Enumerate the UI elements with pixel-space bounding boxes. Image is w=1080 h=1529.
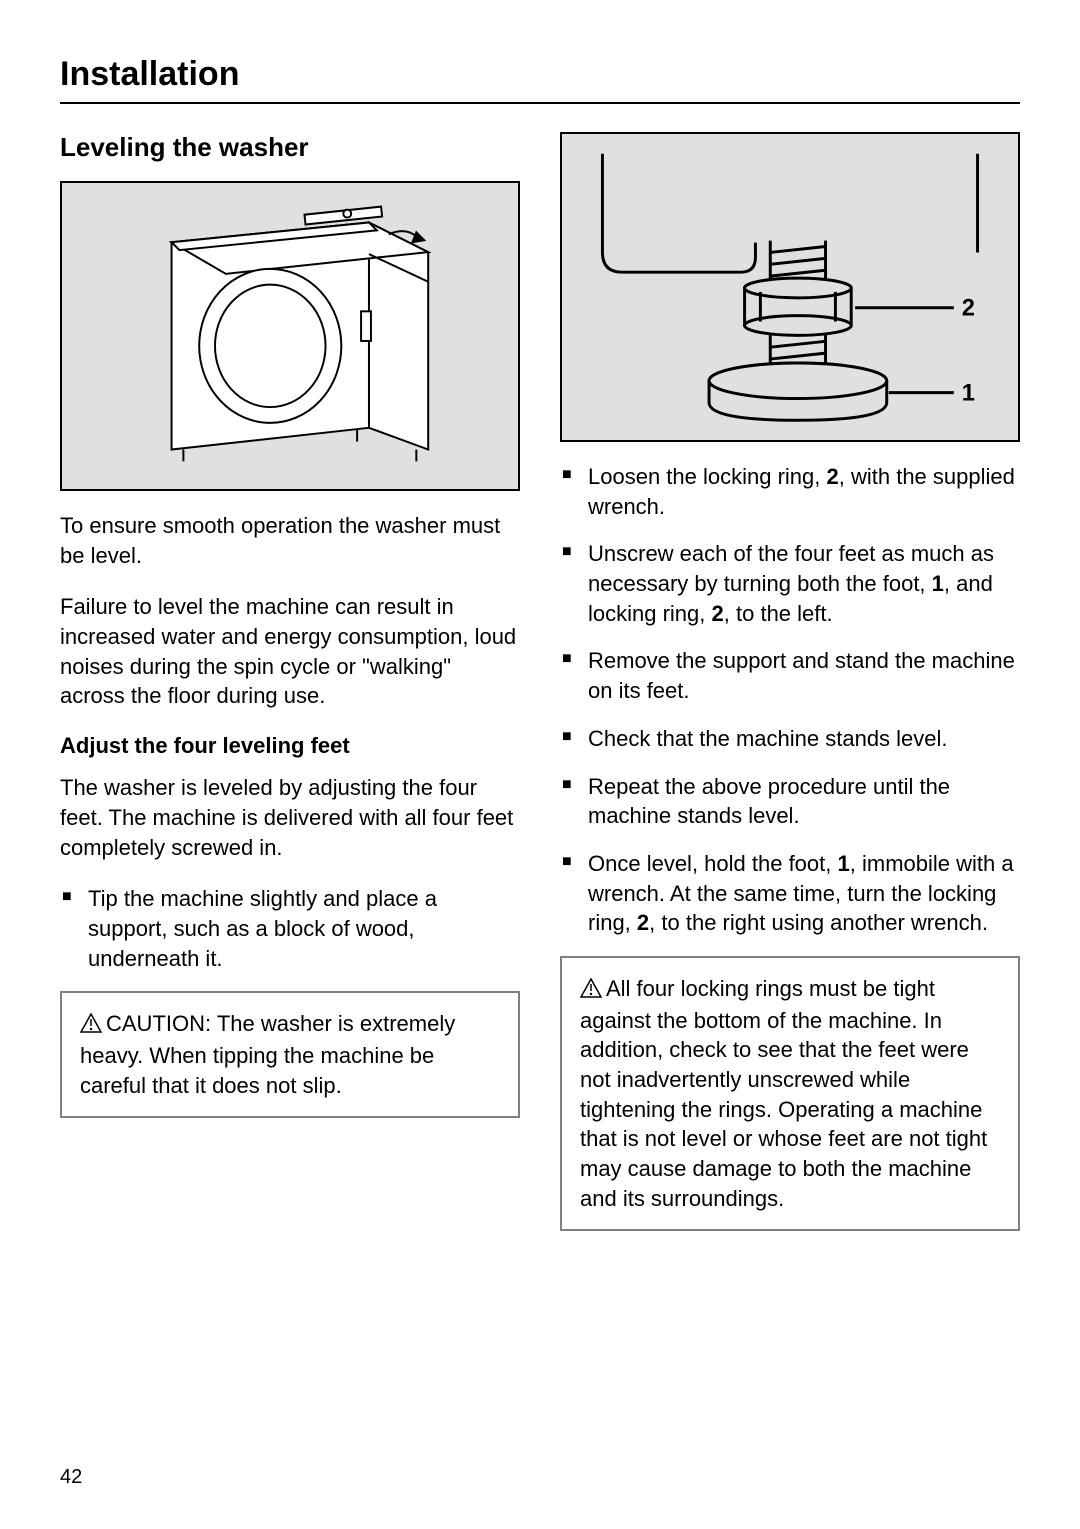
bullet-repeat: Repeat the above procedure until the mac…: [560, 772, 1020, 831]
title-rule: [60, 102, 1020, 104]
caution-box: CAUTION: The washer is extremely heavy. …: [60, 991, 520, 1118]
washer-figure: [60, 181, 520, 491]
two-column-layout: Leveling the washer: [60, 132, 1020, 1249]
bullet-tip-machine: Tip the machine slightly and place a sup…: [60, 884, 520, 973]
bullet-remove-support: Remove the support and stand the machine…: [560, 646, 1020, 705]
warning-icon: [80, 1011, 102, 1041]
page-number: 42: [60, 1466, 82, 1489]
para-failure: Failure to level the machine can result …: [60, 592, 520, 711]
right-column: 2 1 Loosen the locking ring, 2, with the…: [560, 132, 1020, 1249]
left-column: Leveling the washer: [60, 132, 520, 1249]
warning-box: All four locking rings must be tight aga…: [560, 956, 1020, 1232]
foot-illustration: 2 1: [562, 134, 1018, 440]
para-operation: To ensure smooth operation the washer mu…: [60, 511, 520, 570]
bullet-unscrew-feet: Unscrew each of the four feet as much as…: [560, 539, 1020, 628]
washer-illustration: [62, 183, 518, 489]
bullet-once-level: Once level, hold the foot, 1, immobile w…: [560, 849, 1020, 938]
figure-label-2: 2: [962, 296, 975, 322]
bullet-loosen-ring: Loosen the locking ring, 2, with the sup…: [560, 462, 1020, 521]
bullet-check-level: Check that the machine stands level.: [560, 724, 1020, 754]
adjust-subheading: Adjust the four leveling feet: [60, 733, 520, 759]
figure-label-1: 1: [962, 381, 975, 407]
right-bullets: Loosen the locking ring, 2, with the sup…: [560, 462, 1020, 938]
page-title: Installation: [60, 55, 1020, 94]
left-bullets: Tip the machine slightly and place a sup…: [60, 884, 520, 973]
warning-icon: [580, 976, 602, 1006]
para-leveled-by: The washer is leveled by adjusting the f…: [60, 773, 520, 862]
caution-text: CAUTION: The washer is extremely heavy. …: [80, 1011, 455, 1097]
leveling-heading: Leveling the washer: [60, 132, 520, 163]
warning-text: All four locking rings must be tight aga…: [580, 976, 987, 1211]
foot-figure: 2 1: [560, 132, 1020, 442]
